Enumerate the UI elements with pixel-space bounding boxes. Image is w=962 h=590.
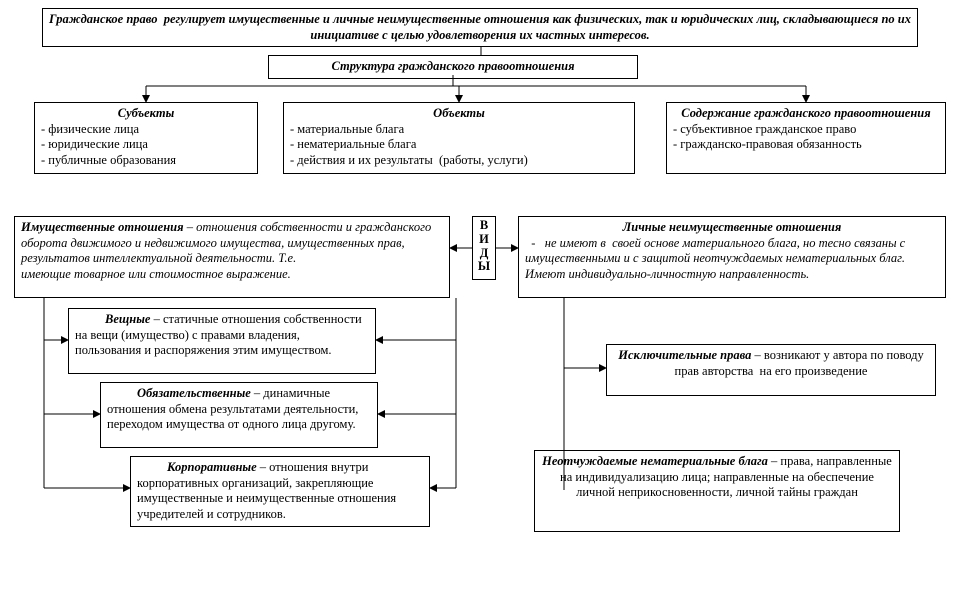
structure-title: Структура гражданского правоотношения [331, 59, 574, 73]
neot-box: Неотчуждаемые нематериальные блага – пра… [534, 450, 900, 532]
vidy-label: ВИДЫ [472, 216, 496, 280]
objects-item: - материальные блага [290, 122, 628, 138]
obyazatel-title: Обязательственные [137, 386, 251, 400]
content-title: Содержание гражданского правоотношения [673, 106, 939, 122]
content-item: - гражданско-правовая обязанность [673, 137, 939, 153]
header-box: Гражданское право регулирует имущественн… [42, 8, 918, 47]
property-relations-box: Имущественные отношения – отношения собс… [14, 216, 450, 298]
korporativ-box: Корпоративные – отношения внутри корпора… [130, 456, 430, 527]
personal-text: - не имеют в своей основе материального … [525, 236, 905, 281]
personal-relations-box: Личные неимущественные отношения - не им… [518, 216, 946, 298]
obyazatel-box: Обязательственные – динамичные отношения… [100, 382, 378, 448]
subjects-box: Субъекты - физические лица - юридические… [34, 102, 258, 174]
header-text: Гражданское право регулирует имущественн… [49, 12, 911, 42]
subjects-item: - публичные образования [41, 153, 251, 169]
structure-title-box: Структура гражданского правоотношения [268, 55, 638, 79]
objects-item: - нематериальные блага [290, 137, 628, 153]
veshchnye-box: Вещные – статичные отношения собственнос… [68, 308, 376, 374]
objects-item: - действия и их результаты (работы, услу… [290, 153, 628, 169]
veshchnye-title: Вещные [105, 312, 150, 326]
property-text2: имеющие товарное или стоимостное выражен… [21, 267, 443, 283]
subjects-title: Субъекты [41, 106, 251, 122]
personal-title: Личные неимущественные отношения [623, 220, 842, 234]
objects-title: Объекты [290, 106, 628, 122]
korporativ-title: Корпоративные [167, 460, 257, 474]
objects-box: Объекты - материальные блага - нематериа… [283, 102, 635, 174]
iskl-box: Исключительные права – возникают у автор… [606, 344, 936, 396]
property-title: Имущественные отношения [21, 220, 184, 234]
subjects-item: - юридические лица [41, 137, 251, 153]
content-box: Содержание гражданского правоотношения -… [666, 102, 946, 174]
iskl-title: Исключительные права [618, 348, 751, 362]
neot-title: Неотчуждаемые нематериальные блага [542, 454, 768, 468]
subjects-item: - физические лица [41, 122, 251, 138]
content-item: - субъективное гражданское право [673, 122, 939, 138]
